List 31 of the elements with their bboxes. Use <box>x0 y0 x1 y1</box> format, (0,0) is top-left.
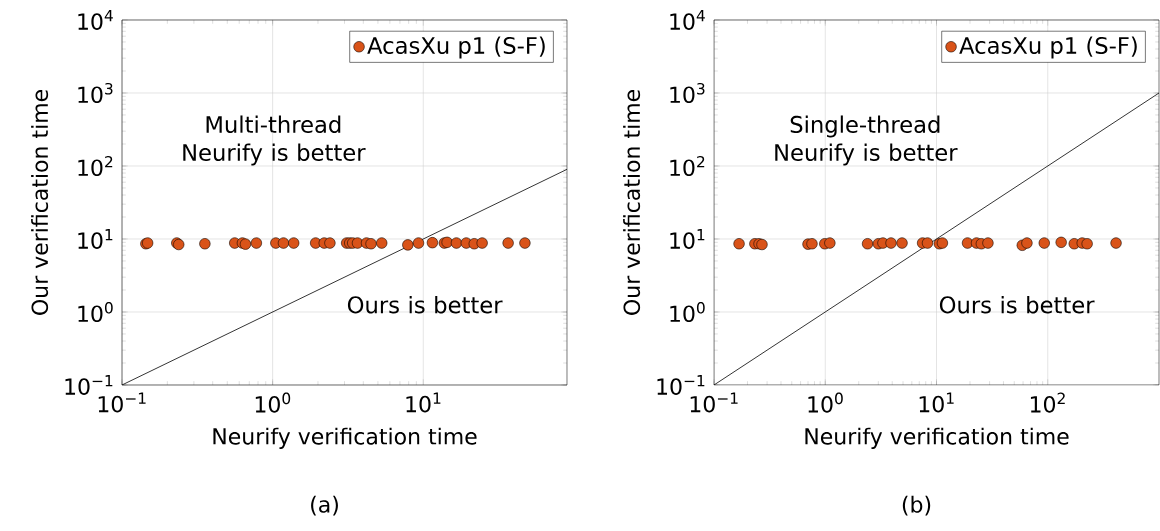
y-axis-title: Our verification time <box>31 90 49 315</box>
y-tick-label: 10$^{1}$ <box>78 229 113 249</box>
y-tick-label: 10$^{3}$ <box>670 82 705 104</box>
x-axis-title: Neurify verification time <box>213 427 477 449</box>
annotation: Multi-thread Neurify is better <box>183 115 366 166</box>
y-tick-label: 10$^{2}$ <box>78 155 113 177</box>
y-tick-label: 10$^{1}$ <box>670 229 705 249</box>
x-tick-label: 10$^{0}$ <box>808 392 843 413</box>
text: (a) <box>311 495 338 516</box>
y-tick-label: 10$^{3}$ <box>78 82 113 104</box>
x-axis-title: Neurify verification time <box>805 427 1069 449</box>
legend-label: AcasXu p1 (S-F) <box>367 36 545 59</box>
annotation: Ours is better <box>347 295 503 314</box>
annotation: Ours is better <box>939 295 1095 314</box>
y-tick-label: 10$^{2}$ <box>670 155 705 177</box>
y-axis-title: Our verification time <box>623 90 641 315</box>
text: (b) <box>902 495 931 516</box>
y-tick-label: 10$^{4}$ <box>78 10 113 30</box>
y-tick-label: 10$^{0}$ <box>78 301 113 323</box>
y-tick-label: 10$^{−1}$ <box>657 375 705 395</box>
x-tick-label: 10$^{1}$ <box>406 392 441 413</box>
x-tick-label: 10$^{1}$ <box>919 392 954 413</box>
x-tick-label: 10$^{0}$ <box>255 392 291 413</box>
x-tick-label: 10$^{−1}$ <box>98 392 146 413</box>
annotation: Single-thread Neurify is better <box>775 115 958 166</box>
y-tick-label: 10$^{0}$ <box>670 301 705 323</box>
y-tick-label: 10$^{−1}$ <box>65 375 113 395</box>
y-tick-label: 10$^{4}$ <box>670 10 705 30</box>
x-tick-label: 10$^{−1}$ <box>690 392 738 413</box>
legend-label: AcasXu p1 (S-F) <box>959 36 1137 59</box>
x-tick-label: 10$^{2}$ <box>1030 392 1065 413</box>
